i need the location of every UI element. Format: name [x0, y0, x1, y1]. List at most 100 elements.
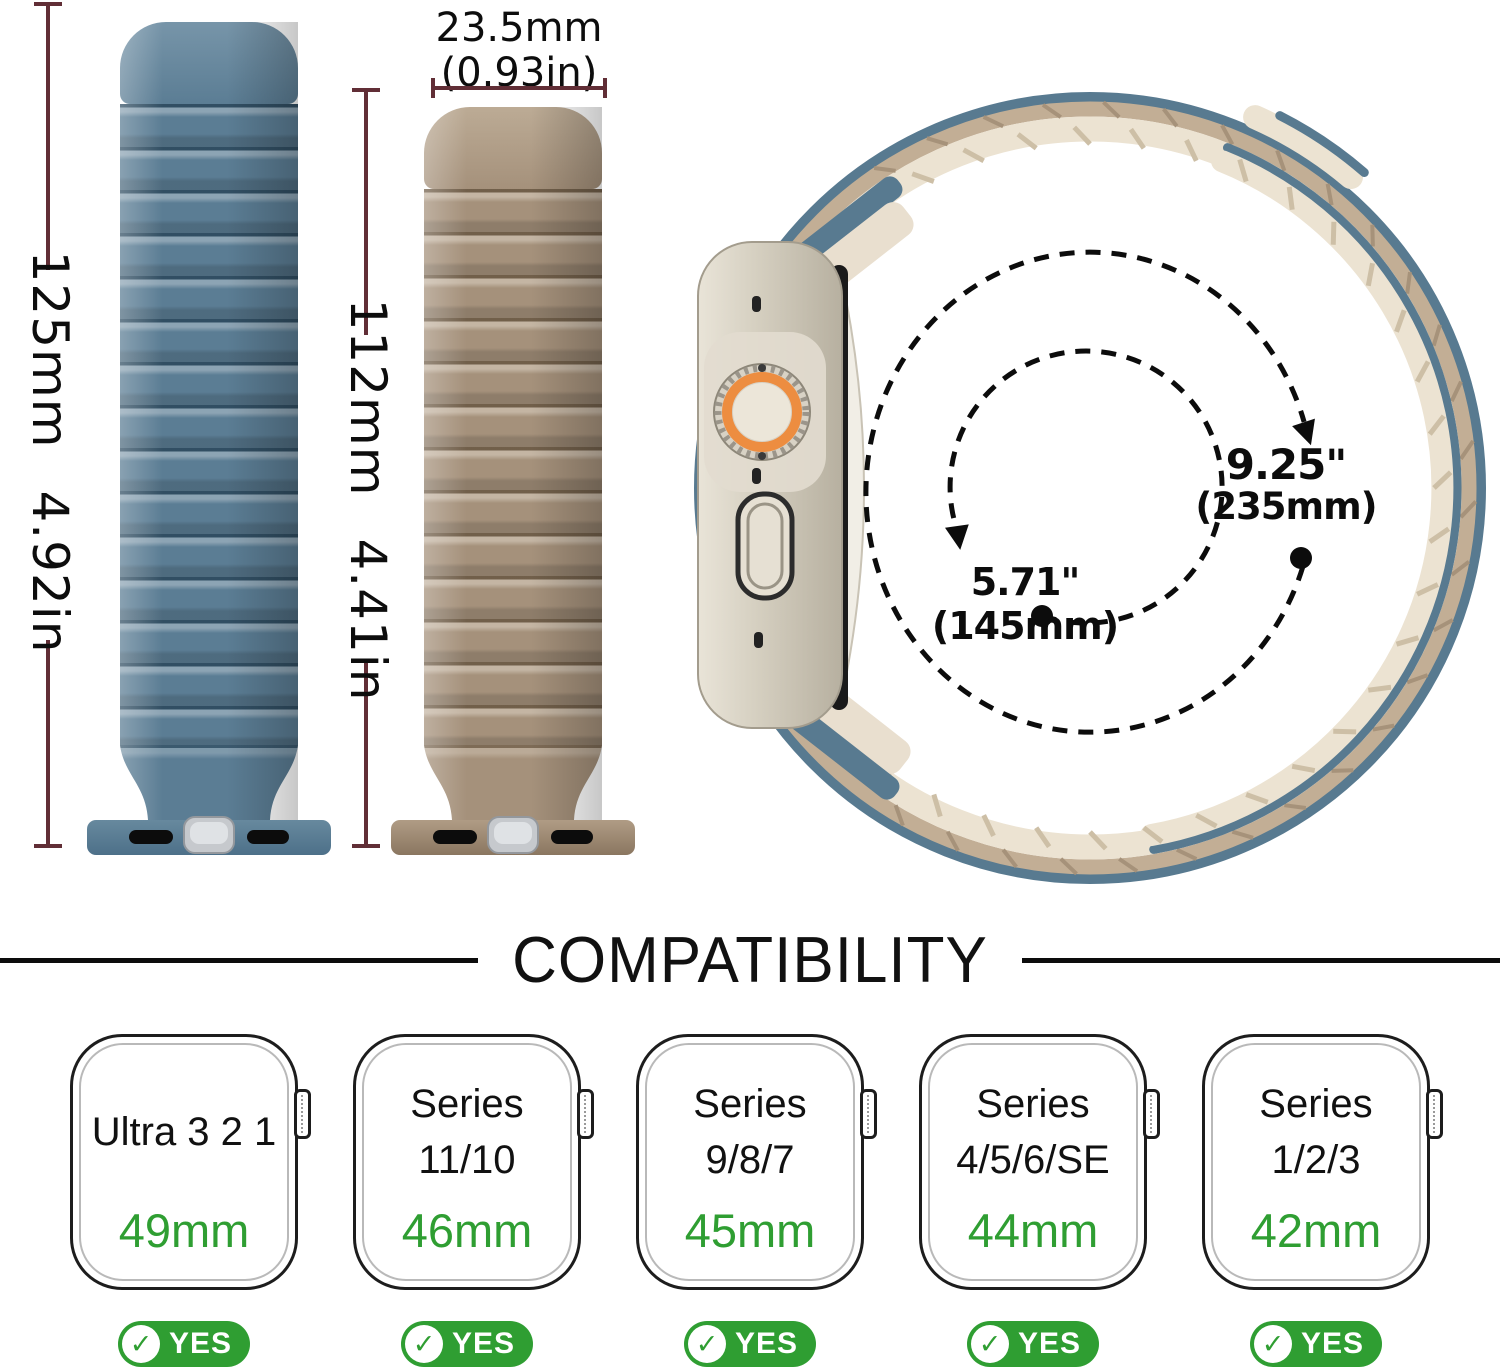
mic-hole: [752, 296, 761, 312]
watch-outline: Series 11/10 46mm: [353, 1034, 594, 1290]
strap-blue: [87, 22, 331, 855]
adapter-slot-right: [551, 830, 593, 844]
strap-khaki-adapter: [391, 816, 635, 855]
watch-outline-inner: [79, 1043, 289, 1281]
watch-outline: Series 1/2/3 42mm: [1202, 1034, 1443, 1290]
band-notches: [864, 125, 1453, 851]
crown-orange-ring: [722, 372, 802, 452]
dashed-circle-large: [863, 249, 1307, 735]
measure-line-long-bottom: [46, 640, 50, 846]
check-icon: ✓: [122, 1325, 160, 1363]
measure-line-short-bottom: [364, 662, 368, 846]
compatible-badge: ✓ YES: [1250, 1321, 1382, 1367]
watch-outline: Series 9/8/7 45mm: [636, 1034, 877, 1290]
model-title: Series 11/10: [410, 1082, 524, 1182]
model-title: Series 4/5/6/SE: [956, 1082, 1110, 1182]
watch-crown-icon: [294, 1089, 311, 1139]
model-size: 49mm: [118, 1204, 250, 1257]
check-icon: ✓: [405, 1325, 443, 1363]
model-title: Ultra 3 2 1: [91, 1110, 277, 1154]
watch-outline: Series 4/5/6/SE 44mm: [919, 1034, 1160, 1290]
adapter-slot-left: [129, 830, 173, 844]
watch-crown-icon: [1426, 1089, 1443, 1139]
model-size: 45mm: [684, 1204, 816, 1257]
compatible-badge: ✓ YES: [684, 1321, 816, 1367]
watch-outline-inner: [362, 1043, 572, 1281]
compatibility-title: COMPATIBILITY: [512, 924, 988, 996]
crown-mark-bottom: [758, 452, 766, 460]
strap-long-mm: 125mm: [21, 250, 79, 449]
strap-short-mm: 112mm: [339, 298, 397, 497]
wrist-min-dot: [1031, 605, 1053, 627]
strap-khaki-top-cap: [424, 107, 602, 189]
measure-line-width: [433, 86, 605, 90]
watch-crown-icon: [860, 1089, 877, 1139]
watch-crown-icon: [1143, 1089, 1160, 1139]
strap-khaki-waist: [424, 745, 602, 820]
watch-crown-icon: [577, 1089, 594, 1139]
band-tip-blue-edge: [1275, 111, 1369, 177]
measure-line-short-top: [364, 90, 368, 335]
measure-line-width-cap-right: [603, 78, 607, 98]
compatibility-header: COMPATIBILITY: [0, 922, 1500, 998]
strap-short-length-label: 112mm 4.41in: [339, 299, 397, 702]
band-width-mm: 23.5mm: [435, 5, 603, 51]
compatible-badge: ✓ YES: [967, 1321, 1099, 1367]
measure-line-width-cap-left: [431, 78, 435, 98]
band-tail-cream: [1140, 150, 1454, 847]
strap-khaki-ridges: [424, 189, 602, 745]
strap-khaki: [391, 107, 635, 855]
wrist-max-mm-label: (235mm): [1195, 485, 1377, 528]
strap-long-in: 4.92in: [21, 490, 79, 654]
strap-blue-waist: [120, 745, 298, 820]
compatibility-card: Series 1/2/3 42mm ✓ YES: [1202, 1034, 1443, 1367]
strap-blue-ridges: [120, 104, 298, 745]
badge-label: YES: [1018, 1327, 1082, 1360]
crown-center: [733, 383, 791, 441]
mic-hole: [752, 468, 761, 484]
wrist-max-label: 9.25": [1225, 440, 1348, 489]
band-width-label: 23.5mm (0.93in): [433, 6, 605, 96]
compatibility-card: Series 4/5/6/SE 44mm ✓ YES: [919, 1034, 1160, 1367]
wrist-min-label: 5.71" (145mm): [931, 560, 1119, 648]
compatible-badge: ✓ YES: [118, 1321, 250, 1367]
measure-line-long-cap-top: [34, 2, 62, 6]
compatibility-cards: Ultra 3 2 1 49mm ✓ YES Series 11/10 46mm …: [0, 1034, 1500, 1367]
crown-mark-top: [758, 364, 766, 372]
model-size: 42mm: [1250, 1204, 1382, 1257]
watch-outline: Ultra 3 2 1 49mm: [70, 1034, 311, 1290]
compatibility-card: Series 9/8/7 45mm ✓ YES: [636, 1034, 877, 1367]
model-size: 44mm: [967, 1204, 1099, 1257]
arrow-icon-large-circle: [1292, 418, 1315, 446]
badge-label: YES: [452, 1327, 516, 1360]
dashed-circle-small: [947, 348, 1225, 626]
measure-line-long-top: [46, 4, 50, 270]
adapter-slot-right: [247, 830, 289, 844]
adapter-lock-tab: [487, 816, 539, 854]
band-tail-blue-edge: [1149, 143, 1462, 854]
badge-label: YES: [169, 1327, 233, 1360]
strap-short-in: 4.41in: [339, 538, 397, 702]
strap-blue-top-cap: [120, 22, 298, 104]
badge-label: YES: [1301, 1327, 1365, 1360]
strap-long-length-label: 125mm 4.92in: [21, 251, 79, 654]
watch-outline-inner: [645, 1043, 855, 1281]
adapter-lock-tab: [183, 816, 235, 854]
measure-line-short-cap-bottom: [352, 844, 380, 848]
compatibility-card: Series 11/10 46mm ✓ YES: [353, 1034, 594, 1367]
divider-line-left: [0, 957, 479, 963]
band-tan-ticks: [873, 100, 1478, 876]
strap-blue-adapter: [87, 816, 331, 855]
side-button: [735, 491, 795, 601]
digital-crown: [713, 363, 811, 461]
divider-line-right: [1021, 957, 1500, 963]
model-title: Series 1/2/3: [1259, 1082, 1373, 1182]
watch-ultra-side: [697, 241, 865, 729]
mic-hole: [754, 632, 763, 648]
model-title: Series 9/8/7: [693, 1082, 807, 1182]
wrist-loop-illustration: [694, 92, 1486, 884]
band-tip-cream: [1243, 105, 1363, 189]
check-icon: ✓: [688, 1325, 726, 1363]
check-icon: ✓: [971, 1325, 1009, 1363]
